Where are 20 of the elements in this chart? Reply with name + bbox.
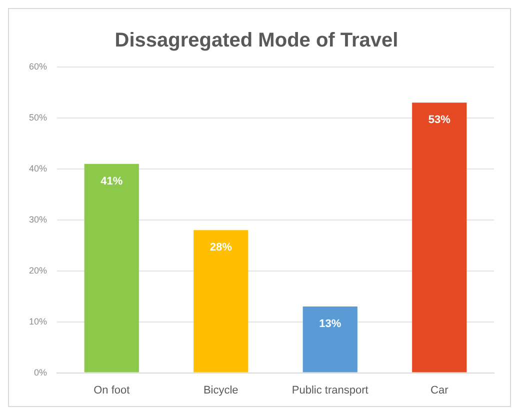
data-label: 41% [100, 175, 123, 188]
y-tick-label: 20% [29, 265, 48, 276]
x-tick-label: Car [430, 384, 449, 396]
y-tick-label: 30% [29, 214, 48, 224]
chart-title: Dissagregated Mode of Travel [114, 30, 398, 52]
bar [84, 164, 139, 372]
bar [302, 306, 358, 372]
x-tick-label: Bicycle [203, 384, 238, 396]
y-tick-label: 40% [29, 163, 48, 174]
y-tick-label: 10% [29, 316, 48, 326]
bar [412, 102, 467, 372]
x-tick-label: On foot [94, 384, 130, 396]
x-tick-label: Public transport [292, 384, 368, 396]
y-tick-label: 50% [29, 112, 48, 122]
data-label: 28% [210, 242, 232, 254]
data-label: 13% [319, 318, 342, 330]
y-tick-label: 60% [29, 61, 48, 72]
data-label: 53% [428, 114, 451, 126]
y-tick-label: 0% [34, 367, 48, 378]
bar [194, 230, 248, 372]
